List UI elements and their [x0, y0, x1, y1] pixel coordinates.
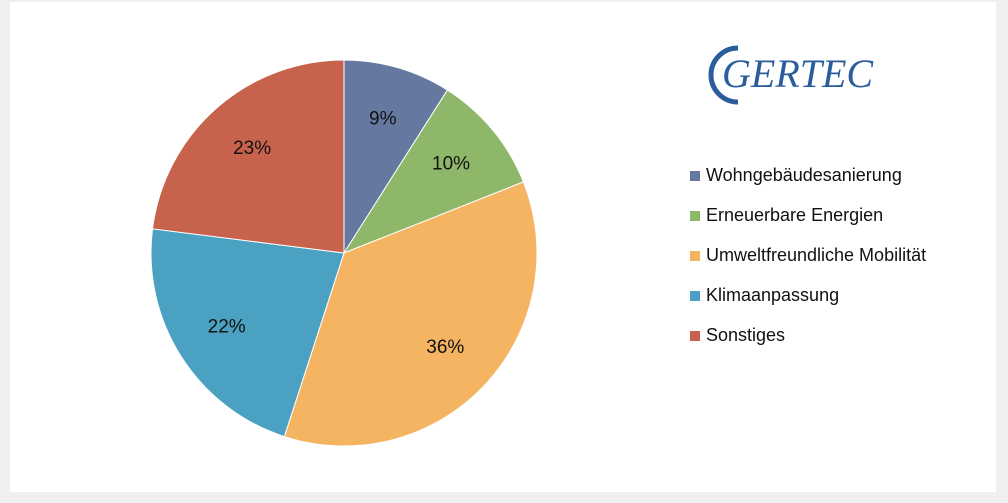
legend-label: Erneuerbare Energien: [706, 205, 883, 225]
data-label: 23%: [233, 138, 271, 159]
legend-label: Klimaanpassung: [706, 285, 839, 305]
data-label: 9%: [369, 109, 397, 130]
logo-arc: [708, 45, 739, 105]
legend-label: Wohngebäudesanierung: [706, 165, 902, 185]
legend-label: Umweltfreundliche Mobilität: [706, 245, 926, 265]
data-label: 36%: [426, 337, 464, 358]
pie-slice: [342, 89, 525, 255]
data-label: 22%: [208, 316, 246, 337]
legend-swatch: [690, 331, 700, 341]
pie-slice: [343, 59, 449, 255]
pie-slice: [150, 228, 345, 438]
data-label: 10%: [432, 153, 470, 174]
legend-swatch: [690, 251, 700, 261]
pie-slice: [151, 59, 345, 254]
logo: GERTEC: [722, 51, 874, 96]
legend-swatch: [690, 171, 700, 181]
pie-slice: [283, 181, 538, 447]
legend-swatch: [690, 291, 700, 301]
legend-swatch: [690, 211, 700, 221]
legend-label: Sonstiges: [706, 325, 785, 345]
